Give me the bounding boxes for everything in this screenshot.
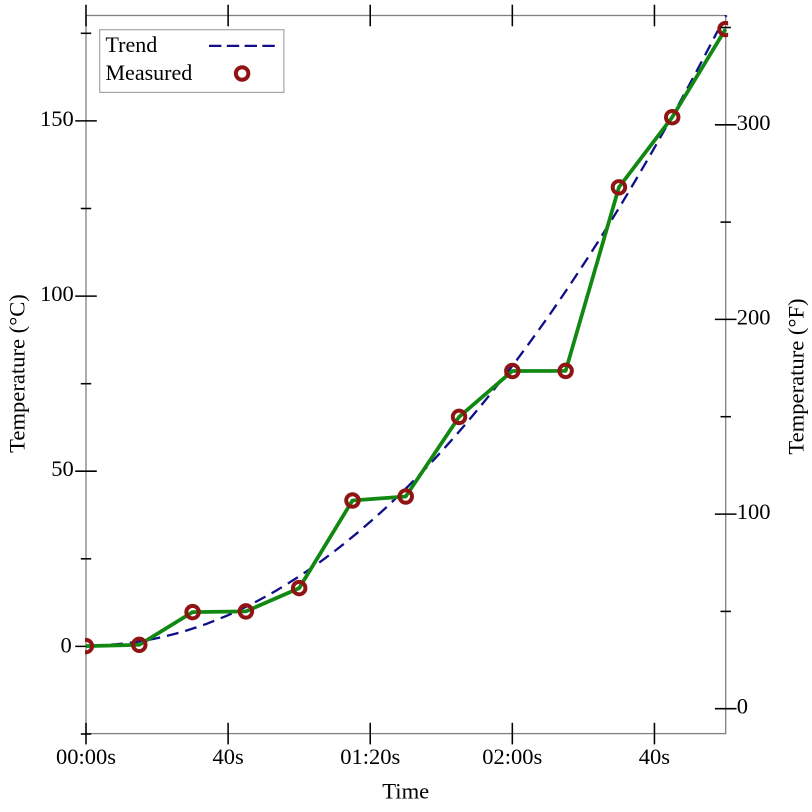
svg-text:150: 150 <box>40 106 74 131</box>
svg-text:Trend: Trend <box>106 32 158 57</box>
svg-text:100: 100 <box>40 281 74 306</box>
svg-text:Temperature (°F): Temperature (°F) <box>784 298 809 454</box>
svg-text:0: 0 <box>61 632 72 657</box>
svg-text:50: 50 <box>51 456 74 481</box>
svg-text:0: 0 <box>737 694 748 719</box>
svg-text:Measured: Measured <box>106 60 193 85</box>
svg-text:40s: 40s <box>639 744 670 769</box>
svg-text:40s: 40s <box>212 744 243 769</box>
svg-text:Temperature (°C): Temperature (°C) <box>4 294 29 453</box>
svg-text:01:20s: 01:20s <box>340 744 400 769</box>
svg-text:100: 100 <box>737 499 771 524</box>
svg-text:02:00s: 02:00s <box>482 744 542 769</box>
svg-text:Time: Time <box>382 779 429 804</box>
svg-text:00:00s: 00:00s <box>56 744 116 769</box>
svg-text:200: 200 <box>737 304 771 329</box>
svg-text:300: 300 <box>737 110 771 135</box>
